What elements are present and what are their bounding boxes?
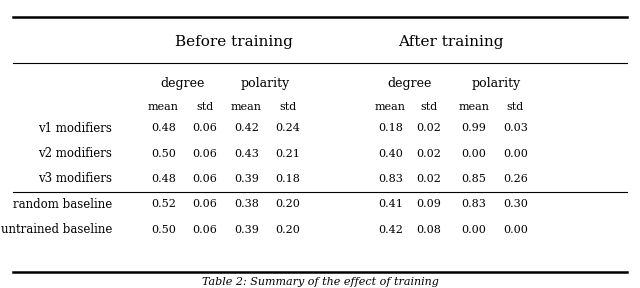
Text: v3 modifiers: v3 modifiers (38, 172, 112, 185)
Text: After training: After training (399, 35, 504, 49)
Text: 0.26: 0.26 (503, 174, 527, 184)
Text: 0.99: 0.99 (461, 123, 486, 133)
Text: 0.43: 0.43 (234, 149, 259, 158)
Text: 0.42: 0.42 (234, 123, 259, 133)
Text: 0.39: 0.39 (234, 225, 259, 234)
Text: 0.50: 0.50 (151, 149, 175, 158)
Text: 0.06: 0.06 (193, 174, 217, 184)
Text: Table 2: Summary of the effect of training: Table 2: Summary of the effect of traini… (202, 277, 438, 287)
Text: 0.02: 0.02 (417, 149, 441, 158)
Text: random baseline: random baseline (13, 198, 112, 211)
Text: 0.83: 0.83 (461, 199, 486, 209)
Text: 0.38: 0.38 (234, 199, 259, 209)
Text: 0.83: 0.83 (378, 174, 403, 184)
Text: 0.24: 0.24 (276, 123, 300, 133)
Text: 0.20: 0.20 (276, 225, 300, 234)
Text: 0.03: 0.03 (503, 123, 527, 133)
Text: 0.20: 0.20 (276, 199, 300, 209)
Text: 0.21: 0.21 (276, 149, 300, 158)
Text: 0.48: 0.48 (151, 174, 175, 184)
Text: std: std (196, 102, 213, 111)
Text: v2 modifiers: v2 modifiers (38, 147, 112, 160)
Text: mean: mean (231, 102, 262, 111)
Text: 0.52: 0.52 (151, 199, 175, 209)
Text: mean: mean (458, 102, 489, 111)
Text: Before training: Before training (175, 35, 292, 49)
Text: degree: degree (160, 77, 205, 90)
Text: degree: degree (387, 77, 432, 90)
Text: 0.18: 0.18 (276, 174, 300, 184)
Text: 0.00: 0.00 (461, 149, 486, 158)
Text: mean: mean (375, 102, 406, 111)
Text: 0.41: 0.41 (378, 199, 403, 209)
Text: polarity: polarity (472, 77, 520, 90)
Text: 0.00: 0.00 (461, 225, 486, 234)
Text: 0.00: 0.00 (503, 225, 527, 234)
Text: 0.02: 0.02 (417, 174, 441, 184)
Text: 0.50: 0.50 (151, 225, 175, 234)
Text: 0.06: 0.06 (193, 225, 217, 234)
Text: 0.09: 0.09 (417, 199, 441, 209)
Text: mean: mean (148, 102, 179, 111)
Text: 0.06: 0.06 (193, 149, 217, 158)
Text: untrained baseline: untrained baseline (1, 223, 112, 236)
Text: polarity: polarity (241, 77, 290, 90)
Text: 0.02: 0.02 (417, 123, 441, 133)
Text: 0.39: 0.39 (234, 174, 259, 184)
Text: 0.85: 0.85 (461, 174, 486, 184)
Text: 0.08: 0.08 (417, 225, 441, 234)
Text: 0.40: 0.40 (378, 149, 403, 158)
Text: std: std (507, 102, 524, 111)
Text: 0.06: 0.06 (193, 199, 217, 209)
Text: 0.18: 0.18 (378, 123, 403, 133)
Text: 0.30: 0.30 (503, 199, 527, 209)
Text: v1 modifiers: v1 modifiers (38, 122, 112, 135)
Text: 0.48: 0.48 (151, 123, 175, 133)
Text: 0.06: 0.06 (193, 123, 217, 133)
Text: 0.00: 0.00 (503, 149, 527, 158)
Text: std: std (280, 102, 296, 111)
Text: std: std (420, 102, 437, 111)
Text: 0.42: 0.42 (378, 225, 403, 234)
